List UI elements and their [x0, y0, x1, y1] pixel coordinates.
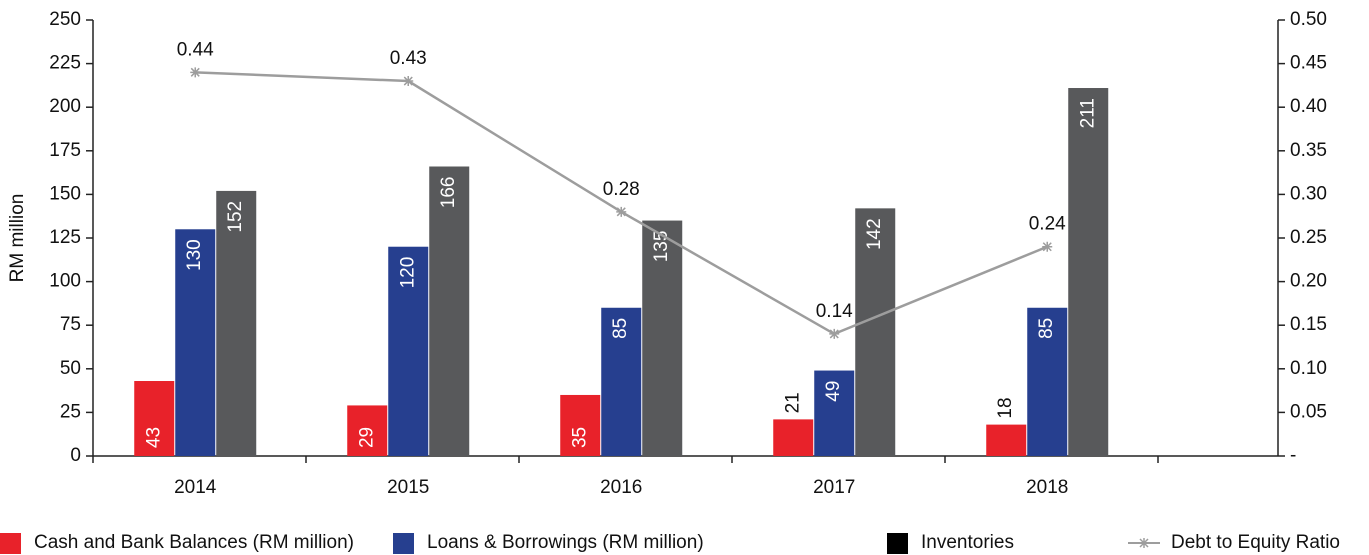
bar	[986, 424, 1027, 456]
y2-tick-label: 0.50	[1290, 9, 1327, 30]
bar	[388, 246, 429, 456]
x-tick-label: 2014	[174, 477, 217, 498]
bar-value-label: 35	[569, 427, 590, 448]
bar	[429, 166, 470, 456]
bar-value-label: 43	[143, 427, 164, 448]
bar-value-label: 85	[1036, 318, 1057, 339]
bar-value-label: 130	[184, 239, 205, 271]
y2-tick-label: 0.10	[1290, 358, 1327, 379]
y-tick-label: 75	[60, 314, 81, 335]
y-tick-label: 225	[49, 53, 81, 74]
legend-swatch	[393, 533, 414, 554]
bar	[560, 394, 601, 456]
legend-swatch	[887, 533, 908, 554]
x-tick-label: 2017	[813, 477, 855, 498]
line-series	[195, 71, 1048, 336]
y-tick-label: 150	[49, 183, 81, 204]
line-value-label: 0.44	[177, 39, 214, 60]
line-value-label: 0.24	[1029, 214, 1066, 235]
x-tick-label: 2018	[1026, 477, 1068, 498]
line-marker	[190, 67, 201, 78]
bar	[1027, 307, 1068, 456]
bar	[347, 405, 388, 456]
y2-tick-label: 0.25	[1290, 227, 1327, 248]
line-marker	[403, 76, 414, 87]
bar	[814, 370, 855, 456]
line-value-label: 0.14	[816, 301, 853, 322]
y-tick-label: 100	[49, 271, 81, 292]
bar-value-label: 49	[823, 381, 844, 402]
bar-value-label: 152	[225, 201, 246, 233]
legend-label: Inventories	[921, 532, 1014, 553]
x-tick-label: 2015	[387, 477, 429, 498]
x-tick-label: 2016	[600, 477, 642, 498]
y-tick-label: 25	[60, 401, 81, 422]
bar	[175, 229, 216, 456]
y-tick-label: 50	[60, 358, 81, 379]
bar	[601, 307, 642, 456]
y-tick-label: 0	[70, 445, 81, 466]
bar	[216, 190, 257, 457]
y-tick-label: 125	[49, 227, 81, 248]
bar-value-label: 120	[397, 257, 418, 289]
line-marker	[829, 328, 840, 339]
bar	[1068, 88, 1109, 457]
line-value-label: 0.28	[603, 179, 640, 200]
y2-tick-label: 0.30	[1290, 183, 1327, 204]
bar-value-label: 18	[995, 397, 1016, 418]
y2-tick-label: 0.15	[1290, 314, 1327, 335]
bar-value-label: 211	[1077, 98, 1098, 128]
y2-tick-label: 0.45	[1290, 53, 1327, 74]
y-tick-label: 175	[49, 140, 81, 161]
legend-label: Debt to Equity Ratio	[1171, 532, 1340, 553]
y-axis-label: RM million	[7, 194, 28, 283]
bar	[134, 381, 175, 456]
legend-swatch	[0, 533, 21, 554]
legend-marker	[1139, 538, 1149, 548]
bar-value-label: 29	[356, 427, 377, 448]
bar-value-label: 142	[864, 218, 885, 250]
bar	[855, 208, 896, 456]
bar-value-label: 85	[610, 318, 631, 339]
y-tick-label: 200	[49, 96, 81, 117]
line-marker	[1042, 241, 1053, 252]
bar-value-label: 166	[438, 176, 459, 208]
y-tick-label: 250	[49, 9, 81, 30]
y2-tick-label: 0.35	[1290, 140, 1327, 161]
line-marker	[616, 206, 627, 217]
y2-tick-label: 0.05	[1290, 401, 1327, 422]
line-value-label: 0.43	[390, 48, 427, 69]
bar-value-label: 21	[782, 392, 803, 413]
bar	[773, 419, 814, 456]
y2-tick-label: 0.40	[1290, 96, 1327, 117]
bar	[642, 220, 683, 456]
y2-tick-label: 0.20	[1290, 271, 1327, 292]
legend-label: Loans & Borrowings (RM million)	[427, 532, 704, 553]
legend-label: Cash and Bank Balances (RM million)	[34, 532, 354, 553]
y2-tick-label: -	[1290, 445, 1296, 466]
